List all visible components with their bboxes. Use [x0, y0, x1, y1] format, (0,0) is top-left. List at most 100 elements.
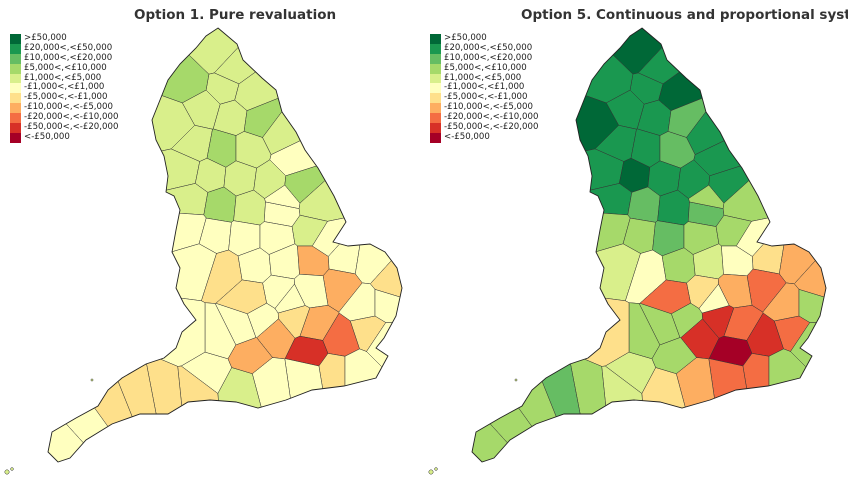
legend-item: >£50,000: [10, 33, 118, 44]
legend-item: -£50,000<,<-£20,000: [430, 122, 539, 133]
legend-swatch: [430, 53, 441, 64]
map-region: [65, 243, 217, 302]
island-shape: [90, 378, 94, 382]
map-region: [262, 28, 402, 156]
legend-label: -£5,000<,<-£1,000: [24, 92, 108, 103]
map-region: [657, 189, 690, 226]
map-legend: >£50,000 £20,000<,<£50,000 £10,000<,<£20…: [430, 33, 539, 143]
map-regions: [48, 28, 402, 462]
map-region: [686, 28, 826, 156]
map-region: [798, 289, 826, 323]
map-region: [688, 184, 725, 209]
legend-item: >£50,000: [430, 33, 538, 44]
map-panel-option-5: Option 5. Continuous and proportional sy…: [424, 0, 848, 489]
legend-item: <-£50,000: [10, 131, 118, 143]
map-region: [344, 348, 402, 462]
island-shape: [514, 378, 518, 382]
legend-label: £5,000<,<£10,000: [444, 62, 527, 73]
legend-label: -£10,000<,<-£5,000: [444, 102, 533, 113]
map-panel-option-1: Option 1. Pure revaluation >£50,000 £20,…: [4, 7, 403, 475]
legend-swatch: [430, 93, 441, 104]
legend-swatch: [430, 132, 441, 143]
england-choropleth-map: [4, 27, 403, 475]
map-region: [638, 303, 681, 346]
legend-label: £20,000<,<£50,000: [24, 42, 113, 53]
legend-swatch: [10, 53, 21, 64]
legend-swatch: [10, 43, 21, 54]
legend-swatch: [10, 73, 21, 84]
legend-label: £1,000<,<£5,000: [444, 72, 522, 83]
map-region: [203, 186, 237, 223]
map-region: [658, 28, 817, 111]
england-outline: [471, 27, 827, 463]
legend-item: £20,000<,<£50,000: [10, 42, 118, 54]
legend-label: £10,000<,<£20,000: [24, 52, 113, 63]
legend-swatch: [10, 103, 21, 114]
map-region: [489, 243, 641, 302]
island-shape: [434, 467, 438, 471]
legend-item: -£1,000<,<£1,000: [430, 82, 538, 94]
legend-label: £1,000<,<£5,000: [24, 72, 102, 83]
legend-label: -£1,000<,<£1,000: [24, 82, 105, 93]
legend-label: -£10,000<,<-£5,000: [24, 102, 113, 113]
legend-swatch: [430, 123, 441, 133]
legend-item: -£20,000<,<-£10,000: [10, 112, 118, 124]
england-outline: [47, 27, 403, 463]
legend-item: <-£50,000: [430, 132, 538, 143]
legend-item: £20,000<,<£50,000: [430, 42, 538, 54]
map-region: [742, 353, 770, 462]
legend-item: £5,000<,<£10,000: [430, 62, 538, 74]
map-region: [233, 189, 266, 226]
legend-label: -£1,000<,<£1,000: [444, 82, 525, 93]
england-choropleth-map: [428, 27, 827, 475]
island-shape: [10, 467, 14, 471]
legend-swatch: [10, 83, 21, 94]
legend-label: >£50,000: [24, 33, 67, 43]
legend-swatch: [10, 34, 21, 44]
legend-item: -£20,000<,<-£10,000: [430, 112, 539, 124]
map-title: Option 5. Continuous and proportional sy…: [521, 7, 848, 23]
legend-label: -£50,000<,<-£20,000: [24, 122, 119, 133]
map-legend: >£50,000 £20,000<,<£50,000 £10,000<,<£20…: [10, 33, 119, 143]
map-region: [627, 186, 661, 223]
legend-swatch: [10, 132, 21, 143]
legend-swatch: [430, 103, 441, 114]
legend-label: <-£50,000: [24, 131, 70, 142]
legend-label: -£20,000<,<-£10,000: [444, 112, 539, 123]
legend-item: -£1,000<,<£1,000: [10, 82, 118, 94]
map-region: [214, 303, 257, 346]
map-region: [264, 184, 301, 209]
legend-item: £1,000<,<£5,000: [430, 72, 538, 84]
map-region: [698, 283, 730, 314]
legend-swatch: [10, 123, 21, 133]
legend-swatch: [430, 73, 441, 84]
map-region: [213, 28, 329, 85]
legend-item: £10,000<,<£20,000: [10, 52, 118, 64]
legend-label: £5,000<,<£10,000: [24, 62, 107, 73]
legend-item: £1,000<,<£5,000: [10, 72, 118, 84]
map-region: [318, 353, 346, 462]
legend-label: -£50,000<,<-£20,000: [444, 122, 539, 133]
map-region: [48, 28, 210, 104]
legend-item: -£5,000<,<-£1,000: [430, 92, 538, 104]
map-region: [768, 348, 826, 462]
legend-item: £10,000<,<£20,000: [430, 53, 538, 64]
map-region: [517, 183, 633, 216]
legend-item: £5,000<,<£10,000: [10, 62, 118, 74]
legend-item: -£5,000<,<-£1,000: [10, 92, 118, 104]
legend-label: £20,000<,<£50,000: [444, 42, 533, 53]
legend-label: -£5,000<,<-£1,000: [444, 92, 528, 103]
legend-swatch: [430, 43, 441, 54]
legend-label: >£50,000: [444, 33, 487, 43]
map-regions: [472, 28, 826, 462]
map-region: [637, 28, 753, 85]
map-region: [274, 283, 306, 314]
legend-item: -£10,000<,<-£5,000: [430, 102, 538, 114]
map-region: [374, 289, 402, 323]
legend-item: -£50,000<,<-£20,000: [10, 122, 119, 133]
map-region: [93, 183, 209, 216]
map-region: [234, 28, 393, 111]
legend-swatch: [10, 113, 21, 124]
legend-swatch: [10, 63, 21, 74]
island-shape: [428, 469, 434, 475]
